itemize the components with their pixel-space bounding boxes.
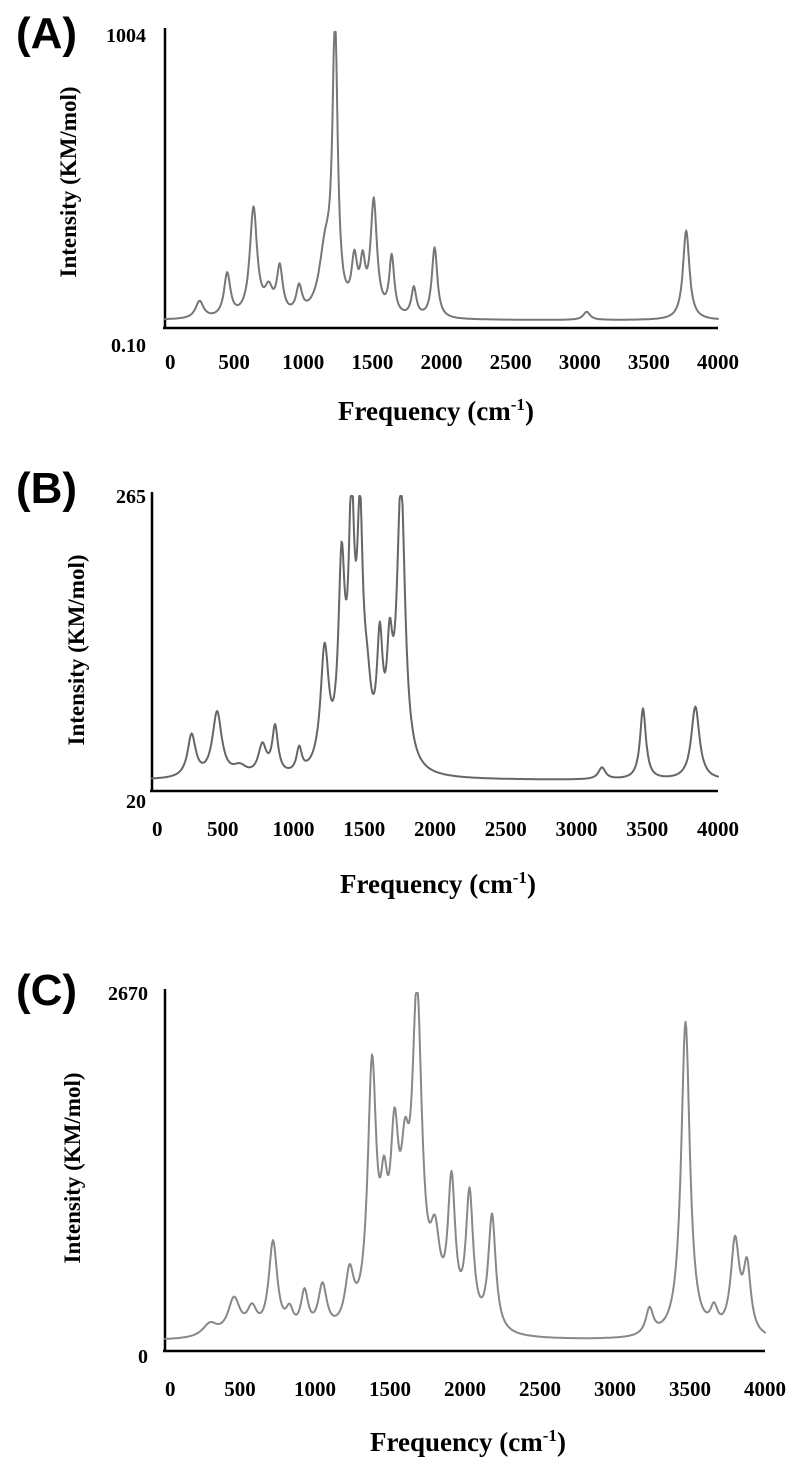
x-tick-label: 4000 xyxy=(697,817,739,841)
panel-b: (B) 265 20 Intensity (KM/mol) 0 500 1000 15… xyxy=(16,464,739,899)
x-tick-label: 1000 xyxy=(273,817,315,841)
x-tick-label: 500 xyxy=(218,350,250,374)
x-axis-label-text: Frequency (cm xyxy=(340,869,513,899)
y-tick-max: 265 xyxy=(116,486,146,508)
x-tick-label: 500 xyxy=(207,817,239,841)
x-tick-label: 3000 xyxy=(556,817,598,841)
x-tick-label: 4000 xyxy=(744,1377,786,1401)
y-tick-min: 20 xyxy=(126,791,146,813)
x-tick-label: 3500 xyxy=(669,1377,711,1401)
axis-lines xyxy=(163,989,765,1353)
x-tick-label: 3000 xyxy=(594,1377,636,1401)
x-tick-label: 4000 xyxy=(697,350,739,374)
x-axis-label-end: ) xyxy=(527,869,536,899)
x-axis-label: Frequency (cm-1) xyxy=(370,1426,566,1457)
axis-lines xyxy=(163,28,718,330)
x-tick-labels: 0 500 1000 1500 2000 2500 3000 3500 4000 xyxy=(152,817,739,841)
x-tick-label: 3500 xyxy=(626,817,668,841)
x-tick-labels: 0 500 1000 1500 2000 2500 3000 3500 4000 xyxy=(165,1377,786,1401)
x-axis-label-sup: -1 xyxy=(511,395,525,414)
x-axis-label: Frequency (cm-1) xyxy=(340,868,536,899)
panel-label: (A) xyxy=(16,9,77,58)
x-axis-label-sup: -1 xyxy=(543,1426,557,1445)
x-tick-label: 0 xyxy=(165,1377,176,1401)
x-tick-label: 1500 xyxy=(369,1377,411,1401)
panel-a: (A) 1004 0.10 Intensity (KM/mol) 0 500 100… xyxy=(16,9,739,426)
y-tick-max: 2670 xyxy=(108,983,148,1005)
x-axis-label-end: ) xyxy=(525,396,534,426)
x-tick-label: 2000 xyxy=(444,1377,486,1401)
spectrum-line xyxy=(164,992,766,1340)
x-axis-label: Frequency (cm-1) xyxy=(338,395,534,426)
x-tick-label: 1500 xyxy=(343,817,385,841)
x-tick-label: 1500 xyxy=(351,350,393,374)
x-axis-label-text: Frequency (cm xyxy=(370,1427,543,1457)
x-tick-label: 2500 xyxy=(485,817,527,841)
x-axis-label-end: ) xyxy=(557,1427,566,1457)
x-tick-label: 500 xyxy=(224,1377,256,1401)
x-tick-label: 0 xyxy=(152,817,163,841)
x-tick-label: 2500 xyxy=(519,1377,561,1401)
y-axis-label: Intensity (KM/mol) xyxy=(56,86,81,277)
axis-lines xyxy=(150,492,718,793)
x-axis-label-text: Frequency (cm xyxy=(338,396,511,426)
y-tick-max: 1004 xyxy=(106,25,146,47)
x-tick-label: 3000 xyxy=(559,350,601,374)
x-tick-label: 2000 xyxy=(414,817,456,841)
spectrum-line xyxy=(151,495,719,781)
x-tick-label: 3500 xyxy=(628,350,670,374)
x-tick-label: 2500 xyxy=(490,350,532,374)
panel-label: (B) xyxy=(16,464,77,513)
panel-c: (C) 2670 0 Intensity (KM/mol) 0 500 1000 15… xyxy=(16,966,786,1457)
x-tick-label: 1000 xyxy=(294,1377,336,1401)
x-axis-label-sup: -1 xyxy=(513,868,527,887)
y-tick-min: 0.10 xyxy=(111,335,146,357)
y-axis-label: Intensity (KM/mol) xyxy=(60,1072,85,1263)
spectrum-line xyxy=(164,31,719,321)
y-tick-min: 0 xyxy=(138,1346,148,1368)
panel-label: (C) xyxy=(16,966,77,1015)
x-tick-label: 1000 xyxy=(282,350,324,374)
x-tick-labels: 0 500 1000 1500 2000 2500 3000 3500 4000 xyxy=(165,350,739,374)
y-axis-label: Intensity (KM/mol) xyxy=(64,554,89,745)
x-tick-label: 0 xyxy=(165,350,176,374)
x-tick-label: 2000 xyxy=(421,350,463,374)
